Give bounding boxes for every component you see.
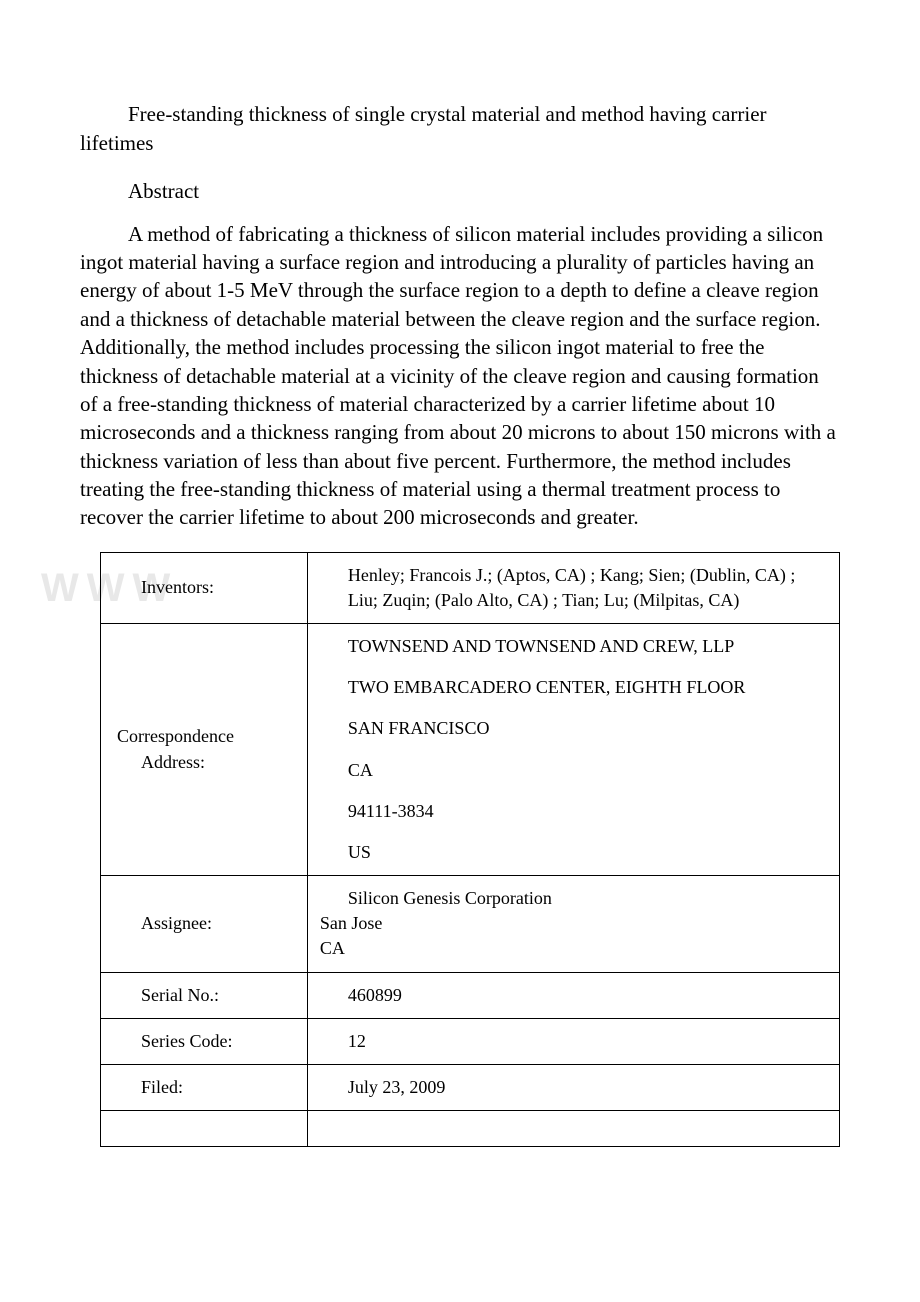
- empty-cell: [307, 1111, 839, 1147]
- filed-label: Filed:: [101, 1065, 308, 1111]
- assignee-value: Silicon Genesis Corporation San Jose CA: [307, 876, 839, 973]
- correspondence-line: 94111-3834: [348, 799, 827, 824]
- series-label: Series Code:: [101, 1018, 308, 1064]
- correspondence-line: TOWNSEND AND TOWNSEND AND CREW, LLP: [348, 634, 827, 659]
- series-value: 12: [307, 1018, 839, 1064]
- correspondence-value: TOWNSEND AND TOWNSEND AND CREW, LLP TWO …: [307, 623, 839, 875]
- inventors-label: WWW Inventors:: [101, 552, 308, 623]
- document-title: Free-standing thickness of single crysta…: [80, 100, 840, 159]
- empty-cell: [101, 1111, 308, 1147]
- correspondence-line: SAN FRANCISCO: [348, 716, 827, 741]
- assignee-line: San Jose: [320, 911, 827, 936]
- table-row-filed: Filed: July 23, 2009: [101, 1065, 840, 1111]
- patent-info-table: WWW Inventors: Henley; Francois J.; (Apt…: [100, 552, 840, 1148]
- table-row-empty: [101, 1111, 840, 1147]
- inventors-value: Henley; Francois J.; (Aptos, CA) ; Kang;…: [307, 552, 839, 623]
- table-row-correspondence: Correspondence Address: TOWNSEND AND TOW…: [101, 623, 840, 875]
- correspondence-line: TWO EMBARCADERO CENTER, EIGHTH FLOOR: [348, 675, 827, 700]
- table-row-serial: Serial No.: 460899: [101, 972, 840, 1018]
- assignee-line: Silicon Genesis Corporation: [320, 886, 827, 911]
- correspondence-label: Correspondence Address:: [101, 623, 308, 875]
- assignee-line: CA: [320, 936, 827, 961]
- serial-label: Serial No.:: [101, 972, 308, 1018]
- table-row-series: Series Code: 12: [101, 1018, 840, 1064]
- abstract-text: A method of fabricating a thickness of s…: [80, 220, 840, 532]
- table-row-inventors: WWW Inventors: Henley; Francois J.; (Apt…: [101, 552, 840, 623]
- assignee-label: Assignee:: [101, 876, 308, 973]
- serial-value: 460899: [307, 972, 839, 1018]
- abstract-heading: Abstract: [80, 179, 840, 204]
- table-row-assignee: Assignee: Silicon Genesis Corporation Sa…: [101, 876, 840, 973]
- correspondence-line: CA: [348, 758, 827, 783]
- correspondence-line: US: [348, 840, 827, 865]
- filed-value: July 23, 2009: [307, 1065, 839, 1111]
